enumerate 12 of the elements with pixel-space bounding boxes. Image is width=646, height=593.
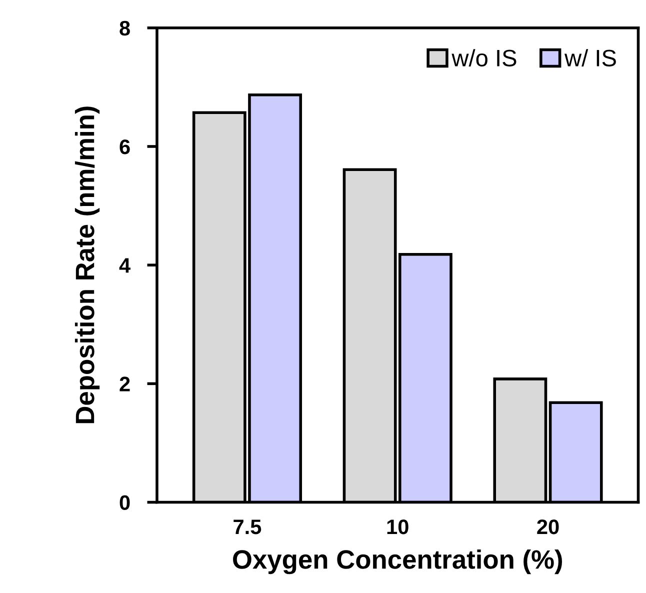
legend-label: w/o IS <box>452 49 516 66</box>
y-tick-label: 8 <box>120 20 130 36</box>
x-axis-title: Oxygen Concentration (%) <box>233 549 562 574</box>
y-tick-label: 2 <box>120 376 130 392</box>
y-tick-label: 4 <box>119 258 130 273</box>
y-tick-label: 6 <box>120 139 130 154</box>
x-tick-label: 7.5 <box>234 520 262 534</box>
legend-label: w/ IS <box>564 49 616 66</box>
x-tick-label: 20 <box>537 519 559 534</box>
y-axis-title: Deposition Rate (nm/min) <box>74 106 100 424</box>
x-tick-label: 10 <box>387 519 408 534</box>
y-tick-label: 0 <box>120 495 130 510</box>
